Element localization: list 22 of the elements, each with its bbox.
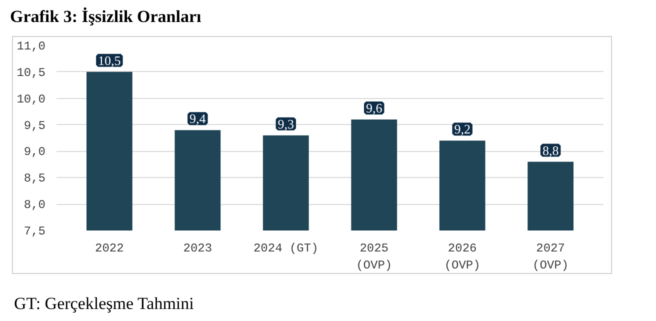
y-tick-label: 9,0 [24, 145, 46, 160]
chart-title: Grafik 3: İşsizlik Oranları [10, 6, 202, 28]
x-tick-label: 2023 [183, 242, 212, 256]
x-tick-label: 2027 (OVP) [532, 242, 569, 272]
y-tick-label: 8,5 [24, 172, 46, 186]
y-tick-label: 10,0 [16, 92, 46, 106]
data-label: 9,4 [190, 111, 206, 126]
text: GT: Gerçekleşme Tahmini [14, 293, 194, 315]
data-label: 10,5 [98, 52, 121, 68]
y-tick-label: 10,5 [16, 66, 46, 80]
y-tick-label: 7,5 [24, 224, 46, 238]
y-tick-label: 9,5 [24, 118, 46, 133]
data-label: 8,8 [542, 142, 559, 158]
x-tick-label: 2025 (OVP) [356, 242, 392, 272]
y-tick-label: 11,0 [16, 40, 46, 54]
y-tick-label: 8,0 [24, 198, 46, 212]
data-label: 9,3 [278, 116, 294, 132]
x-tick-label: 2022 [95, 242, 124, 256]
data-label: 9,2 [454, 122, 470, 137]
x-tick-label: 2024 (GT) [253, 242, 318, 256]
data-label: 9,6 [366, 100, 383, 116]
x-tick-label: 2026 (OVP) [444, 242, 480, 272]
